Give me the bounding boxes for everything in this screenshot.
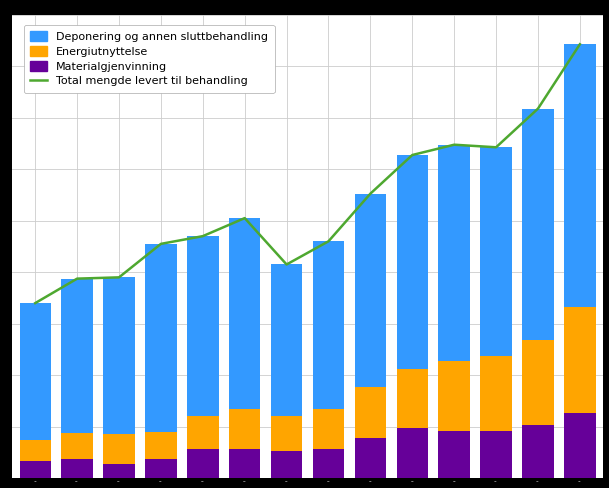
Bar [564,44,596,307]
Bar [145,244,177,432]
Legend: Deponering og annen sluttbehandling, Energiutnyttelse, Materialgjenvinning, Tota: Deponering og annen sluttbehandling, Ene… [24,25,275,93]
Bar [104,464,135,478]
Bar [481,430,512,478]
Bar [354,194,386,387]
Bar [145,432,177,459]
Bar [62,459,93,478]
Bar [396,369,428,428]
Bar [62,279,93,433]
Bar [271,264,302,416]
Bar [229,448,261,478]
Bar [229,408,261,448]
Bar [523,109,554,341]
Bar [523,426,554,478]
Bar [145,459,177,478]
Bar [313,241,344,408]
Bar [187,448,219,478]
Bar [313,448,344,478]
Bar [396,428,428,478]
Bar [271,451,302,478]
Bar [438,361,470,430]
Bar [564,412,596,478]
Bar [62,433,93,459]
Bar [564,307,596,412]
Bar [523,341,554,426]
Bar [19,462,51,478]
Bar [104,277,135,434]
Bar [354,387,386,438]
Bar [271,416,302,451]
Bar [438,430,470,478]
Bar [187,236,219,416]
Bar [229,218,261,408]
Bar [19,440,51,462]
Bar [438,145,470,361]
Bar [396,155,428,369]
Bar [354,438,386,478]
Bar [187,416,219,448]
Bar [104,434,135,464]
Bar [481,356,512,430]
Bar [19,303,51,440]
Bar [481,147,512,356]
Bar [313,408,344,448]
